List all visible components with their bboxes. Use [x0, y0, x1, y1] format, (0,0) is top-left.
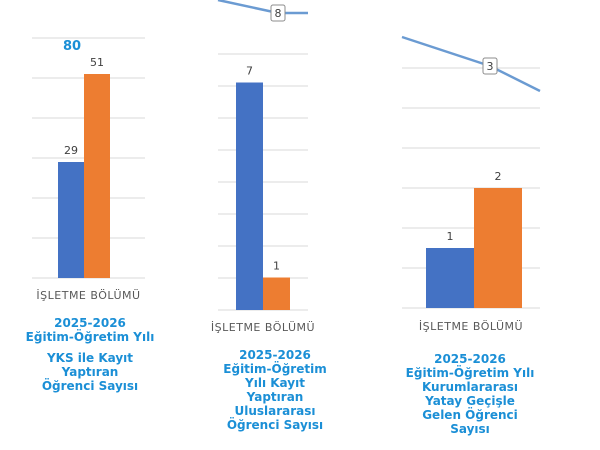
chart-title-line: YKS ile Kayıt — [46, 351, 134, 365]
bar-value-label: 51 — [90, 56, 104, 69]
chart-title-line: Öğrenci Sayısı — [41, 379, 139, 393]
chart-title-line: Öğrenci Sayısı — [226, 418, 324, 432]
chart-title-line: Yatay Geçişle — [425, 394, 515, 408]
bar-value-label: 2 — [495, 170, 502, 183]
category-label: İŞLETME BÖLÜMÜ — [419, 320, 523, 333]
bar-value-label: 1 — [447, 230, 454, 243]
category-label: İŞLETME BÖLÜMÜ — [36, 289, 140, 302]
chart-title-line: Yaptıran — [246, 390, 304, 404]
chart-title-line: Kurumlararası — [421, 380, 519, 394]
chart-title-line: Uluslararası — [234, 404, 316, 418]
chart-title-line: 2025-2026 — [434, 352, 506, 366]
chart-yks-title: 2025-2026 Eğitim-Öğretim Yılı YKS ile Kay… — [20, 316, 160, 393]
chart-international: 7 1 İŞLETME BÖLÜMÜ 8 — [211, 0, 315, 334]
chart-yks: 29 51 İŞLETME BÖLÜMÜ 80 — [32, 37, 145, 302]
bar-orange — [263, 277, 290, 310]
chart-title-line: Sayısı — [450, 422, 490, 436]
chart-transfer: 1 2 İŞLETME BÖLÜMÜ 3 — [401, 35, 541, 333]
bar-value-label: 1 — [273, 260, 280, 273]
bar-orange — [84, 74, 110, 278]
category-label: İŞLETME BÖLÜMÜ — [211, 321, 315, 334]
chart-title-line — [20, 344, 160, 351]
chart-title-line: Gelen Öğrenci — [422, 408, 518, 422]
chart-title-line: Eğitim-Öğretim Yılı — [405, 366, 535, 380]
bar-value-label: 7 — [246, 65, 253, 78]
chart-title-line: 2025-2026 — [54, 316, 126, 330]
line-value-label: 3 — [487, 60, 494, 73]
chart-transfer-title: 2025-2026 Eğitim-Öğretim Yılı Kurumlararas… — [395, 352, 545, 436]
chart-international-title: 2025-2026 Eğitim-Öğretim Yılı Kayıt Yaptıra… — [205, 348, 345, 432]
trend-line — [401, 35, 541, 93]
chart-title-line: 2025-2026 — [239, 348, 311, 362]
bar-blue — [236, 82, 263, 310]
line-label-box — [482, 57, 498, 75]
chart-title-line: Eğitim-Öğretim — [223, 362, 327, 376]
chart-title-line: Yılı Kayıt — [245, 376, 305, 390]
chart-title-line: Eğitim-Öğretim Yılı — [25, 330, 155, 344]
line-value-label: 8 — [275, 7, 282, 20]
line-label-box — [270, 4, 286, 22]
bar-blue — [58, 162, 84, 278]
bar-orange — [474, 188, 522, 308]
bar-value-label: 29 — [64, 144, 78, 157]
bar-blue — [426, 248, 474, 308]
trend-line — [217, 0, 308, 15]
chart-title-line: Yaptıran — [61, 365, 119, 379]
line-value-label: 80 — [63, 39, 81, 54]
